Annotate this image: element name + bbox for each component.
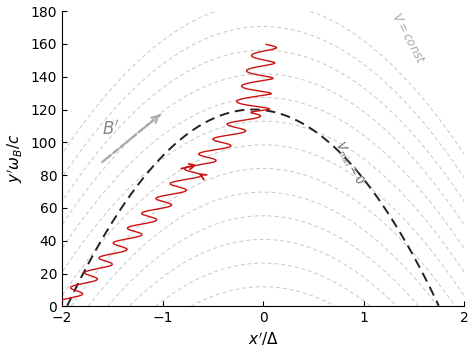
X-axis label: $x'/\Delta$: $x'/\Delta$ [247, 331, 279, 348]
Y-axis label: $y'\omega_B/c$: $y'\omega_B/c$ [6, 134, 25, 183]
Text: $V = const$: $V = const$ [389, 11, 427, 67]
Text: $V_{\rm min} = 0$: $V_{\rm min} = 0$ [331, 139, 367, 188]
Text: $B'$: $B'$ [102, 119, 120, 138]
